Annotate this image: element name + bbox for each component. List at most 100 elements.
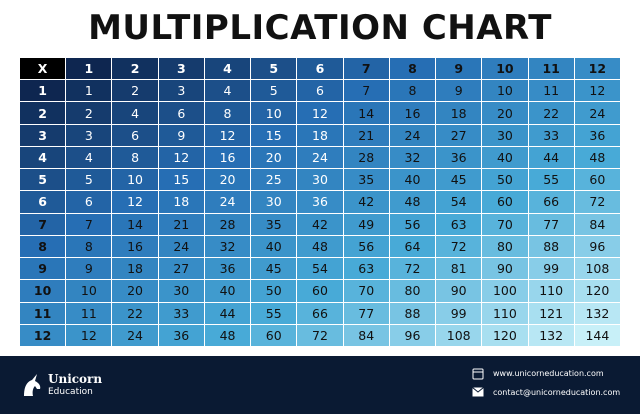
brand-sub: Education (48, 387, 93, 397)
product-cell: 36 (158, 324, 204, 346)
product-cell: 48 (297, 235, 343, 258)
product-cell: 35 (343, 169, 389, 191)
product-cell: 12 (112, 191, 158, 213)
product-cell: 50 (482, 169, 528, 191)
product-cell: 132 (574, 302, 620, 324)
product-cell: 77 (528, 213, 574, 235)
row-header: 4 (20, 146, 66, 169)
product-cell: 28 (204, 213, 251, 235)
product-cell: 16 (112, 235, 158, 258)
product-cell: 9 (158, 124, 204, 146)
product-cell: 80 (389, 280, 436, 302)
product-cell: 1 (66, 80, 112, 102)
product-cell: 35 (251, 213, 297, 235)
product-cell: 24 (389, 124, 436, 146)
product-cell: 5 (251, 80, 297, 102)
product-cell: 9 (436, 80, 482, 102)
product-cell: 27 (436, 124, 482, 146)
product-cell: 10 (251, 102, 297, 124)
product-cell: 48 (389, 191, 436, 213)
product-cell: 48 (574, 146, 620, 169)
product-cell: 30 (482, 124, 528, 146)
product-cell: 120 (574, 280, 620, 302)
row-header: 5 (20, 169, 66, 191)
website: www.unicorneducation.com (493, 369, 604, 378)
product-cell: 100 (482, 280, 528, 302)
product-cell: 8 (66, 235, 112, 258)
product-cell: 63 (436, 213, 482, 235)
product-cell: 14 (112, 213, 158, 235)
product-cell: 45 (251, 258, 297, 280)
product-cell: 84 (343, 324, 389, 346)
title: MULTIPLICATION CHART (88, 8, 552, 48)
product-cell: 144 (574, 324, 620, 346)
product-cell: 110 (482, 302, 528, 324)
brand: Unicorn (48, 372, 103, 386)
product-cell: 10 (482, 80, 528, 102)
multiplication-table: X 1 2 3 4 5 6 7 8 9 10 11 12 1 1 2 3 4 5 6 7 8 9 10 11 12 2 2 4 6 8 10 1… (20, 58, 620, 346)
product-cell: 32 (389, 146, 436, 169)
product-cell: 63 (343, 258, 389, 280)
product-cell: 40 (389, 169, 436, 191)
column-header: 9 (436, 58, 482, 80)
row-header: 3 (20, 124, 66, 146)
product-cell: 20 (112, 280, 158, 302)
product-cell: 48 (204, 324, 251, 346)
row-header: 7 (20, 213, 66, 235)
product-cell: 24 (297, 146, 343, 169)
product-cell: 44 (528, 146, 574, 169)
product-cell: 6 (297, 80, 343, 102)
product-cell: 4 (204, 80, 251, 102)
product-cell: 132 (528, 324, 574, 346)
row-header: 9 (20, 258, 66, 280)
product-cell: 20 (204, 169, 251, 191)
product-cell: 56 (389, 213, 436, 235)
column-header: 8 (389, 58, 436, 80)
product-cell: 54 (297, 258, 343, 280)
product-cell: 3 (158, 80, 204, 102)
product-cell: 88 (389, 302, 436, 324)
product-cell: 24 (574, 102, 620, 124)
product-cell: 30 (297, 169, 343, 191)
product-cell: 108 (436, 324, 482, 346)
product-cell: 25 (251, 169, 297, 191)
product-cell: 80 (482, 235, 528, 258)
product-cell: 18 (158, 191, 204, 213)
row-header: 12 (20, 324, 66, 346)
product-cell: 12 (66, 324, 112, 346)
product-cell: 99 (436, 302, 482, 324)
column-header: 6 (297, 58, 343, 80)
product-cell: 24 (112, 324, 158, 346)
product-cell: 9 (66, 258, 112, 280)
product-cell: 5 (66, 169, 112, 191)
product-cell: 81 (436, 258, 482, 280)
product-cell: 21 (158, 213, 204, 235)
product-cell: 66 (297, 302, 343, 324)
product-cell: 72 (574, 191, 620, 213)
product-cell: 70 (482, 213, 528, 235)
product-cell: 44 (204, 302, 251, 324)
product-cell: 45 (436, 169, 482, 191)
product-cell: 36 (574, 124, 620, 146)
product-cell: 4 (66, 146, 112, 169)
product-cell: 96 (574, 235, 620, 258)
product-cell: 16 (204, 146, 251, 169)
product-cell: 2 (112, 80, 158, 102)
row-header: 2 (20, 102, 66, 124)
product-cell: 60 (574, 169, 620, 191)
product-cell: 72 (436, 235, 482, 258)
product-cell: 60 (251, 324, 297, 346)
product-cell: 60 (297, 280, 343, 302)
web-icon (472, 368, 484, 380)
product-cell: 18 (297, 124, 343, 146)
column-header: 11 (528, 58, 574, 80)
row-header: 1 (20, 80, 66, 102)
product-cell: 110 (528, 280, 574, 302)
product-cell: 54 (436, 191, 482, 213)
product-cell: 96 (389, 324, 436, 346)
product-cell: 40 (251, 235, 297, 258)
product-cell: 4 (112, 102, 158, 124)
product-cell: 3 (66, 124, 112, 146)
product-cell: 49 (343, 213, 389, 235)
product-cell: 6 (66, 191, 112, 213)
